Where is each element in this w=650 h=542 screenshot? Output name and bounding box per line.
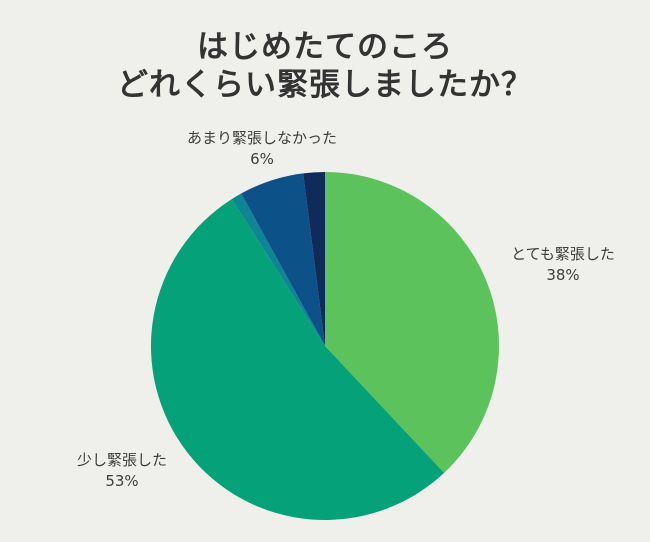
pie-label-text: 少し緊張した [76, 451, 167, 469]
pie-label-percent: 53% [105, 472, 139, 490]
pie-slice-1 [150, 199, 445, 521]
chart-title-line-1: はじめたてのころ [197, 29, 453, 65]
chart-title-line-2: どれくらい緊張しましたか？ [117, 67, 533, 103]
pie-slice-4 [303, 172, 325, 346]
pie-label-percent: 38% [546, 266, 580, 284]
pie-label-not-very-nervous: あまり緊張しなかった 6% [152, 128, 372, 170]
pie-slice-3 [241, 173, 325, 346]
pie-label-percent: 6% [250, 150, 274, 168]
chart-title: はじめたてのころ どれくらい緊張しましたか？ [0, 28, 650, 104]
pie-slice-0 [325, 172, 499, 473]
pie-label-little-nervous: 少し緊張した 53% [47, 450, 197, 492]
pie-label-text: あまり緊張しなかった [186, 129, 337, 147]
pie-label-text: とても緊張した [511, 245, 615, 263]
pie-slice-2 [231, 193, 325, 346]
pie-label-very-nervous: とても緊張した 38% [488, 244, 638, 286]
